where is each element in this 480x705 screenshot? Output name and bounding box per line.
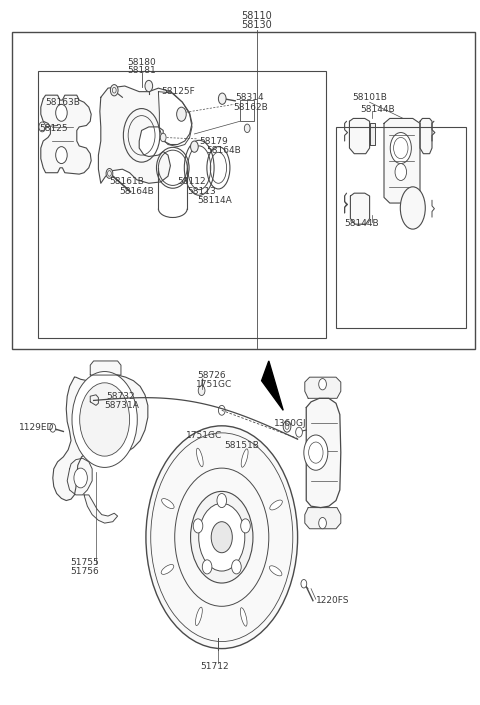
Polygon shape (41, 95, 91, 174)
Circle shape (80, 383, 130, 456)
Text: 58314: 58314 (235, 93, 264, 102)
Polygon shape (306, 398, 341, 508)
Polygon shape (90, 361, 121, 375)
Circle shape (72, 372, 137, 467)
Polygon shape (350, 193, 370, 224)
Text: 58114A: 58114A (198, 196, 232, 204)
Text: 58179: 58179 (199, 137, 228, 145)
Circle shape (191, 491, 253, 583)
Text: 1129ED: 1129ED (19, 424, 55, 432)
Circle shape (319, 379, 326, 390)
Text: 58130: 58130 (241, 20, 272, 30)
Ellipse shape (240, 608, 247, 626)
Circle shape (193, 519, 203, 533)
Text: 58112: 58112 (178, 178, 206, 186)
Circle shape (296, 427, 302, 437)
Text: 58144B: 58144B (360, 105, 395, 114)
Text: 58113: 58113 (187, 187, 216, 195)
Circle shape (390, 133, 411, 164)
Polygon shape (305, 377, 341, 398)
Ellipse shape (241, 449, 248, 467)
Circle shape (202, 560, 212, 574)
Circle shape (198, 386, 205, 396)
Circle shape (218, 93, 226, 104)
Polygon shape (370, 123, 375, 145)
Polygon shape (67, 458, 92, 495)
Circle shape (145, 80, 153, 92)
Text: 58164B: 58164B (206, 146, 241, 154)
Text: 1751GC: 1751GC (186, 431, 223, 440)
Circle shape (211, 522, 232, 553)
Circle shape (39, 122, 46, 132)
Text: 58101B: 58101B (352, 93, 387, 102)
Circle shape (217, 493, 227, 508)
Text: 58125: 58125 (39, 124, 68, 133)
Circle shape (74, 468, 87, 488)
Polygon shape (384, 118, 420, 203)
Ellipse shape (195, 607, 202, 625)
Polygon shape (84, 495, 118, 523)
Ellipse shape (269, 566, 282, 576)
Circle shape (191, 141, 198, 152)
Circle shape (283, 421, 291, 432)
Bar (336, 127, 466, 328)
Circle shape (232, 560, 241, 574)
Text: 58125F: 58125F (161, 87, 194, 96)
Bar (38, 70, 326, 338)
Circle shape (218, 405, 225, 415)
Text: 58110: 58110 (241, 11, 272, 20)
Ellipse shape (270, 500, 282, 510)
Text: 51755: 51755 (71, 558, 99, 567)
Text: 51712: 51712 (201, 662, 229, 670)
Circle shape (395, 164, 407, 180)
Text: 58144B: 58144B (345, 219, 379, 228)
Circle shape (301, 580, 307, 588)
Ellipse shape (196, 448, 203, 467)
Text: 58732: 58732 (107, 392, 135, 400)
Bar (240, 100, 254, 121)
Circle shape (110, 85, 118, 96)
Text: 58164B: 58164B (119, 187, 154, 195)
Text: 58726: 58726 (197, 371, 226, 379)
Text: 1360GJ: 1360GJ (274, 419, 306, 427)
Circle shape (319, 517, 326, 529)
Text: 1751GC: 1751GC (196, 380, 232, 388)
Ellipse shape (400, 187, 425, 229)
Circle shape (304, 435, 328, 470)
Circle shape (240, 519, 250, 533)
Circle shape (160, 133, 166, 142)
Polygon shape (53, 375, 148, 501)
Ellipse shape (162, 498, 174, 508)
Text: 58151B: 58151B (225, 441, 260, 450)
Circle shape (56, 147, 67, 164)
Circle shape (106, 168, 113, 178)
Circle shape (177, 107, 186, 121)
Circle shape (50, 424, 56, 432)
Bar (12, 32, 475, 349)
Circle shape (199, 503, 245, 571)
Circle shape (146, 426, 298, 649)
Text: 58181: 58181 (127, 66, 156, 75)
Polygon shape (158, 92, 192, 147)
Text: 58161B: 58161B (109, 178, 144, 186)
Text: 58163B: 58163B (46, 99, 81, 107)
Polygon shape (420, 118, 432, 154)
Ellipse shape (161, 565, 174, 575)
Circle shape (244, 124, 250, 133)
Polygon shape (262, 361, 283, 410)
Polygon shape (349, 118, 370, 154)
Circle shape (56, 104, 67, 121)
Text: 58731A: 58731A (105, 401, 140, 410)
Text: 58180: 58180 (127, 58, 156, 66)
Polygon shape (98, 86, 192, 183)
Polygon shape (305, 508, 341, 529)
Text: 51756: 51756 (71, 567, 99, 575)
Polygon shape (90, 395, 98, 405)
Text: 58162B: 58162B (233, 103, 267, 111)
Text: 1220FS: 1220FS (316, 596, 349, 605)
